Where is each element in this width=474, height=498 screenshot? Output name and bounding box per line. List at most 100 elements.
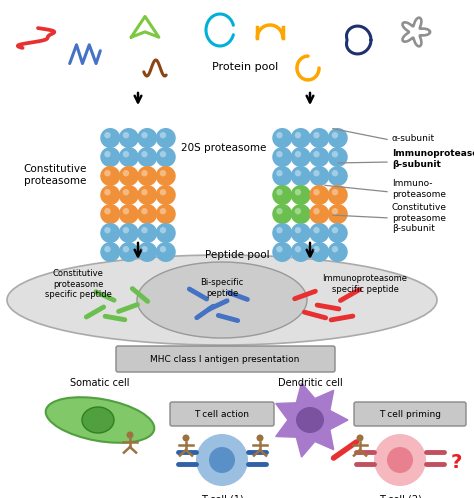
Circle shape: [209, 447, 235, 473]
Text: T cell action: T cell action: [194, 409, 249, 418]
Circle shape: [182, 434, 190, 442]
Circle shape: [137, 128, 157, 148]
Circle shape: [104, 227, 110, 234]
Text: Constitutive
proteasome
β-subunit: Constitutive proteasome β-subunit: [392, 203, 447, 233]
Text: Bi-specific
peptide: Bi-specific peptide: [201, 278, 244, 298]
Circle shape: [356, 434, 364, 442]
Circle shape: [309, 128, 329, 148]
Circle shape: [119, 185, 139, 205]
Text: T cell (1): T cell (1): [201, 494, 243, 498]
Circle shape: [332, 189, 338, 195]
FancyBboxPatch shape: [116, 346, 335, 372]
Circle shape: [104, 170, 110, 176]
Circle shape: [141, 227, 147, 234]
Circle shape: [374, 434, 426, 486]
Circle shape: [309, 204, 329, 224]
Circle shape: [123, 246, 129, 252]
Circle shape: [119, 166, 139, 186]
Circle shape: [328, 166, 348, 186]
Circle shape: [156, 166, 176, 186]
Text: Peptide pool: Peptide pool: [205, 250, 269, 260]
Text: MHC class I antigen presentation: MHC class I antigen presentation: [150, 355, 300, 364]
Circle shape: [309, 185, 329, 205]
Circle shape: [119, 147, 139, 167]
Circle shape: [141, 208, 147, 215]
Circle shape: [309, 147, 329, 167]
Circle shape: [313, 132, 319, 138]
Circle shape: [291, 185, 311, 205]
Circle shape: [313, 189, 319, 195]
Circle shape: [137, 223, 157, 243]
Circle shape: [272, 128, 292, 148]
Circle shape: [328, 223, 348, 243]
Circle shape: [272, 147, 292, 167]
Circle shape: [332, 132, 338, 138]
Circle shape: [160, 208, 166, 215]
FancyBboxPatch shape: [170, 402, 274, 426]
Circle shape: [272, 166, 292, 186]
Circle shape: [272, 242, 292, 262]
Text: Immunoproteasome
β-subunit: Immunoproteasome β-subunit: [392, 149, 474, 169]
Circle shape: [156, 204, 176, 224]
Circle shape: [332, 246, 338, 252]
Text: Protein pool: Protein pool: [212, 62, 278, 72]
Circle shape: [332, 170, 338, 176]
Circle shape: [276, 170, 283, 176]
Circle shape: [295, 208, 301, 215]
Circle shape: [123, 132, 129, 138]
Ellipse shape: [46, 397, 155, 443]
Circle shape: [100, 166, 120, 186]
Circle shape: [295, 227, 301, 234]
Polygon shape: [276, 383, 348, 457]
Circle shape: [295, 189, 301, 195]
Circle shape: [295, 132, 301, 138]
Text: Somatic cell: Somatic cell: [70, 378, 130, 388]
Circle shape: [291, 242, 311, 262]
Text: Constitutive
proteasome
specific peptide: Constitutive proteasome specific peptide: [45, 269, 111, 299]
Circle shape: [196, 434, 248, 486]
Circle shape: [137, 242, 157, 262]
Text: Dendritic cell: Dendritic cell: [278, 378, 342, 388]
Ellipse shape: [82, 407, 114, 433]
Circle shape: [332, 227, 338, 234]
Circle shape: [100, 128, 120, 148]
Text: 20S proteasome: 20S proteasome: [182, 143, 267, 153]
Text: T cell priming: T cell priming: [379, 409, 441, 418]
Text: Constitutive
proteasome: Constitutive proteasome: [23, 164, 87, 186]
Circle shape: [272, 223, 292, 243]
Ellipse shape: [137, 262, 307, 338]
Circle shape: [123, 189, 129, 195]
Circle shape: [119, 204, 139, 224]
Text: ?: ?: [450, 453, 462, 472]
Circle shape: [123, 227, 129, 234]
Circle shape: [160, 246, 166, 252]
Circle shape: [119, 242, 139, 262]
Circle shape: [295, 151, 301, 157]
Circle shape: [123, 170, 129, 176]
Circle shape: [313, 227, 319, 234]
Circle shape: [127, 431, 134, 439]
Circle shape: [141, 151, 147, 157]
Circle shape: [387, 447, 413, 473]
Circle shape: [313, 170, 319, 176]
Circle shape: [156, 223, 176, 243]
Circle shape: [272, 185, 292, 205]
Circle shape: [100, 185, 120, 205]
Circle shape: [160, 189, 166, 195]
Circle shape: [104, 208, 110, 215]
Circle shape: [156, 242, 176, 262]
Circle shape: [104, 132, 110, 138]
Circle shape: [119, 223, 139, 243]
Circle shape: [123, 151, 129, 157]
Circle shape: [332, 208, 338, 215]
Circle shape: [137, 204, 157, 224]
Circle shape: [295, 170, 301, 176]
Circle shape: [160, 227, 166, 234]
Circle shape: [119, 128, 139, 148]
Circle shape: [291, 204, 311, 224]
Circle shape: [123, 208, 129, 215]
Circle shape: [272, 204, 292, 224]
Circle shape: [156, 128, 176, 148]
Circle shape: [309, 242, 329, 262]
Circle shape: [313, 151, 319, 157]
